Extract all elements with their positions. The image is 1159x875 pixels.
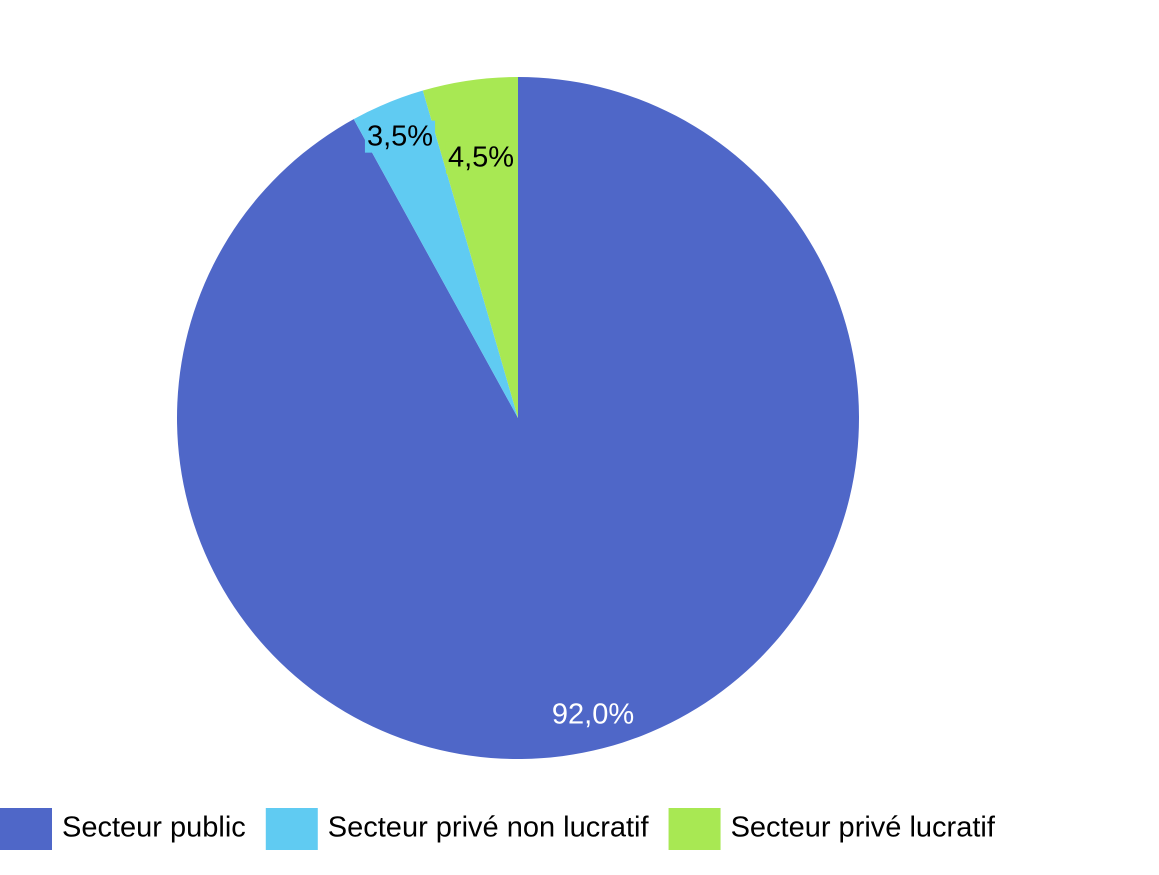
legend-label: Secteur public — [62, 812, 246, 844]
legend-label: Secteur privé non lucratif — [328, 812, 650, 844]
data-label-background — [445, 141, 517, 174]
data-label-background — [364, 120, 436, 153]
legend-swatch — [668, 808, 721, 850]
data-label: 92,0% — [552, 699, 634, 731]
data-label: 3,5% — [367, 121, 433, 153]
legend-swatch — [265, 808, 318, 850]
data-label-group: 4,5% — [445, 141, 517, 174]
pie-slice — [353, 90, 518, 418]
legend-label: Secteur privé lucratif — [731, 812, 996, 844]
legend-swatch — [0, 808, 52, 850]
data-label-group: 3,5% — [364, 120, 436, 153]
data-label-group: 92,0% — [552, 699, 634, 731]
data-label: 4,5% — [448, 142, 514, 174]
